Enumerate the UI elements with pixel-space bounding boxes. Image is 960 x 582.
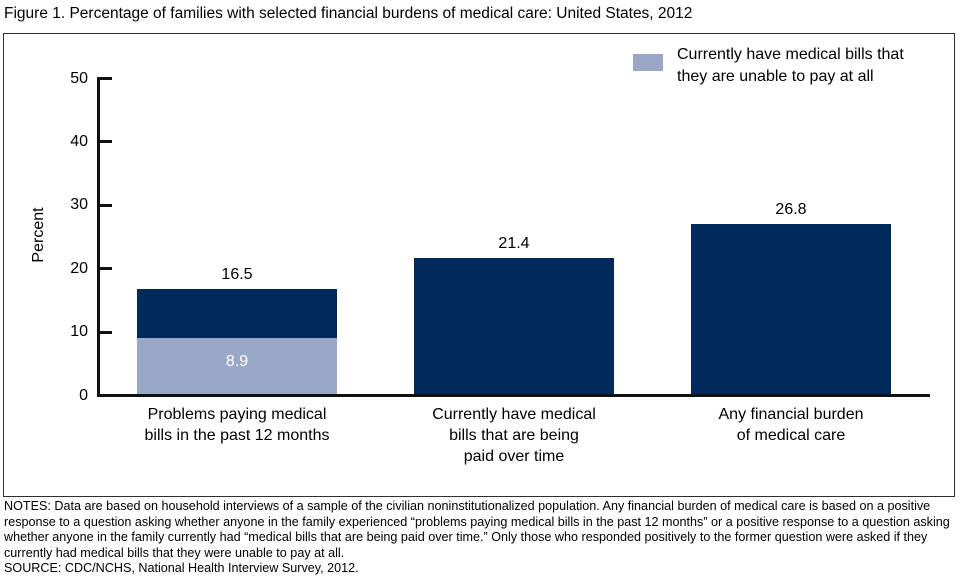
y-tick-mark: [97, 330, 112, 334]
bar-total: [414, 258, 614, 394]
y-axis-line: [97, 77, 100, 397]
y-tick-label: 40: [70, 132, 88, 150]
category-label-line: bills in the past 12 months: [144, 427, 330, 444]
chart-frame: Currently have medical bills that they a…: [3, 33, 955, 497]
y-tick-mark: [97, 77, 112, 80]
category-label: Any financial burden of medical care: [646, 404, 936, 446]
y-tick-mark: [97, 140, 112, 144]
legend-swatch-unable-to-pay: [633, 54, 663, 71]
figure-title: Figure 1. Percentage of families with se…: [4, 5, 693, 22]
y-tick-label: 0: [79, 386, 88, 404]
y-tick-mark: [97, 267, 112, 271]
bar-value-label: 21.4: [498, 235, 530, 253]
y-tick-label: 20: [70, 259, 88, 277]
bar-value-label: 26.8: [775, 201, 807, 219]
y-tick-mark: [97, 203, 112, 207]
category-label-line: paid over time: [463, 448, 565, 465]
y-tick-label: 30: [70, 196, 88, 214]
category-label-line: of medical care: [736, 427, 846, 444]
bar-overlay-segment: [137, 337, 337, 394]
source-text: SOURCE: CDC/NCHS, National Health Interv…: [4, 561, 359, 576]
figure-footer: NOTES: Data are based on household inter…: [4, 499, 955, 577]
category-label: Problems paying medical bills in the past…: [92, 404, 382, 446]
bar-overlay-value-label: 8.9: [225, 352, 249, 370]
y-tick-label: 50: [70, 69, 88, 87]
bar-total: [691, 224, 891, 394]
category-label-line: Currently have medical: [432, 406, 596, 423]
category-label: Currently have medical bills that are bei…: [369, 404, 659, 467]
category-label-line: bills that are being: [449, 427, 579, 444]
y-tick-label: 10: [70, 323, 88, 341]
legend-label-line1: Currently have medical bills that: [677, 46, 904, 63]
legend-label-line2: they are unable to pay at all: [677, 67, 874, 85]
category-label-line: Any financial burden: [718, 406, 864, 423]
bar-value-label: 16.5: [221, 266, 253, 284]
notes-text: NOTES: Data are based on household inter…: [4, 499, 950, 560]
category-label-line: Problems paying medical: [147, 406, 327, 423]
x-axis-line: [97, 394, 930, 397]
legend-label: Currently have medical bills that they a…: [677, 44, 904, 87]
